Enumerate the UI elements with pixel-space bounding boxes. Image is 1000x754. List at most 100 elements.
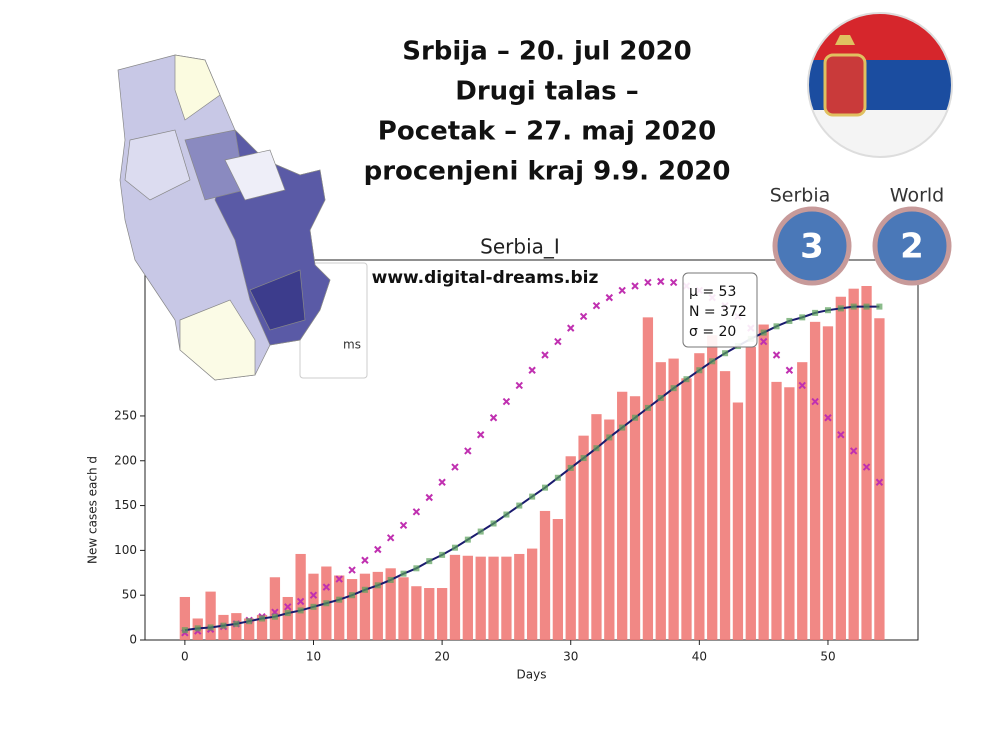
fit-marker [709,358,716,365]
fit-marker [451,544,458,551]
fit-marker [259,615,266,622]
fit-marker [773,323,780,330]
projection-marker [592,302,601,310]
fit-marker [336,596,343,603]
projection-marker [849,447,858,455]
fit-marker [439,551,446,558]
projection-marker [374,545,382,554]
fit-marker [284,610,291,617]
bar [681,378,692,640]
bar [526,548,538,640]
bar [539,510,551,640]
projection-marker [412,508,421,516]
projection-marker [451,463,459,471]
projection-marker [875,478,884,486]
x-tick-label: 50 [820,650,835,664]
fit-marker [271,613,278,620]
y-tick-label: 200 [114,453,137,467]
bar [488,556,499,640]
bar [462,555,473,640]
bar [861,285,872,640]
fit-marker [464,536,471,543]
badge-rank: 3 [800,227,824,267]
stats-text: σ = 20 [689,324,736,340]
bar [809,321,821,640]
badge [772,206,852,286]
bar [244,618,255,640]
bar [334,575,345,640]
fit-marker [542,484,549,491]
bar [719,371,731,640]
x-tick-label: 30 [563,650,578,664]
fit-marker [696,367,703,374]
projection-marker [309,591,318,599]
y-tick-label: 250 [114,408,137,422]
bar [256,614,268,640]
y-tick-label: 150 [114,498,137,512]
projection-marker [386,534,395,542]
fit-marker [349,592,356,599]
bar [642,317,654,640]
chart-title: Serbia_I [480,235,560,259]
x-tick-label: 40 [692,650,707,664]
fit-marker [361,586,368,593]
bar [629,396,641,640]
projection-marker [772,351,781,359]
title-line: Pocetak – 27. maj 2020 [378,117,716,147]
bar [398,577,409,640]
projection-marker [657,277,665,286]
fit-marker [207,624,214,631]
fit-marker [554,474,561,481]
fit-marker [567,464,574,471]
projection-marker [837,431,845,439]
bar [552,519,564,640]
title-line: procenjeni kraj 9.9. 2020 [364,157,731,187]
projection-marker [605,293,614,302]
bar [668,358,679,640]
bar [707,335,718,640]
projection-marker [515,381,523,390]
projection-marker [644,278,652,287]
stats-text: N = 372 [689,304,747,320]
bar [282,596,293,640]
bar [745,346,756,640]
header: Srbija – 20. jul 2020 Drugi talas – Poceta… [364,37,731,187]
plot: 0 50 100 150 200 250 0 10 20 30 40 50 Days New cases … [86,259,919,682]
fit-marker [233,620,240,627]
projection-marker [824,414,832,422]
projection-marker [631,282,639,290]
projection-marker [785,366,794,374]
badges: Serbia 3 World 2 [770,185,952,286]
stats-text: μ = 53 [689,284,736,300]
projection-marker [798,381,806,390]
fit-marker [246,618,253,625]
x-tick-label: 10 [306,650,321,664]
bar [295,553,306,640]
title-line: Drugi talas – [455,77,638,107]
badge-label: Serbia [770,185,831,207]
projection-marker [759,337,768,346]
fit-marker [387,576,394,583]
fit-marker [670,385,677,392]
projection-marker [361,556,369,564]
projection-marker [541,351,549,359]
badge [872,206,952,286]
bar [835,296,846,640]
fit-marker [593,445,600,452]
bar [385,568,396,640]
title-line: Srbija – 20. jul 2020 [402,37,692,67]
projection-marker [464,447,472,455]
fit-marker [722,350,729,357]
projection-marker [862,463,871,471]
bar [604,419,615,640]
bar [874,318,885,640]
projection-marker [567,324,575,332]
fit-marker [374,582,381,589]
bar [475,556,486,640]
fit-marker [297,607,304,614]
fit-marker [657,395,664,402]
projection-marker [425,493,433,502]
x-tick-label: 20 [434,650,449,664]
projection-marker [489,414,498,422]
